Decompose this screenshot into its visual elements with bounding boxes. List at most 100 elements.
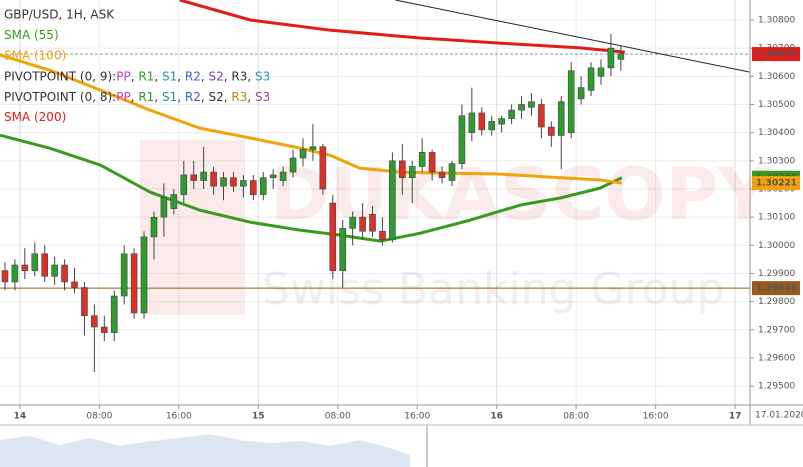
legend-entry: SMA (55) [4, 28, 59, 42]
pivot-item: PP [116, 90, 130, 104]
candle-body [140, 236, 148, 314]
y-tick-label: 1.29500 [758, 382, 795, 392]
pivot-item: PP [116, 69, 130, 83]
pivot-item: R1 [138, 69, 154, 83]
y-tick-label: 1.29900 [758, 269, 795, 279]
candle-body [120, 253, 128, 297]
candle-body [448, 163, 456, 181]
candle-body [110, 295, 118, 333]
pivot-item: R2 [185, 90, 201, 104]
price-label: 1.30679 [756, 50, 797, 60]
candle-body [359, 216, 366, 232]
candle-body [498, 118, 505, 125]
watermark-logo [140, 140, 245, 315]
pivot-separator: , [131, 90, 139, 104]
navigator [0, 425, 428, 467]
candle-body [349, 216, 356, 229]
candle-body [259, 177, 267, 195]
candle-body [548, 126, 555, 136]
legend-entry: SMA (100) [4, 49, 66, 63]
candle-body [11, 264, 19, 283]
candle-body [269, 174, 277, 179]
candle-body [528, 101, 535, 108]
x-tick-label: 08:00 [325, 412, 351, 422]
candle-body [101, 326, 108, 333]
candle-body [418, 152, 426, 167]
candle-body [508, 109, 515, 119]
y-tick-label: 1.29800 [758, 297, 795, 307]
candle-body [289, 157, 297, 173]
y-tick-label: 1.30600 [758, 72, 795, 82]
x-tick-label: 14 [14, 412, 27, 422]
y-tick-label: 1.30500 [758, 100, 795, 110]
watermark: DUKASCOPY Swiss Banking Group [140, 140, 771, 315]
y-tick-label: 1.30300 [758, 156, 795, 166]
pivot-title: PIVOTPOINT (0, 9): [4, 69, 116, 83]
candle-body [428, 152, 436, 173]
candle-body [230, 177, 237, 187]
candle-body [339, 228, 347, 271]
candle-body [458, 115, 466, 164]
date-label: 17.01.2020 [755, 411, 803, 421]
candle-body [1, 270, 9, 283]
candle-body [607, 47, 615, 69]
legend-entry: SMA (200) [4, 110, 66, 124]
candle-body [557, 101, 565, 136]
candle-body [41, 253, 49, 277]
pivot-item: R1 [138, 90, 154, 104]
candle-body [170, 194, 178, 209]
candle-body [518, 104, 525, 111]
candle-body [250, 180, 257, 195]
candle-body [190, 174, 198, 181]
candle-body [279, 171, 287, 181]
legend-pivot: PIVOTPOINT (0, 9):PP, R1, S1, R2, S2, R3… [4, 69, 270, 83]
pivot-item: S2 [208, 69, 223, 83]
candle-body [399, 160, 406, 179]
candle-body [200, 171, 207, 181]
sma-line [179, 0, 625, 54]
candle-body [51, 264, 58, 277]
pivot-item: S3 [255, 69, 270, 83]
candle-body [71, 281, 78, 288]
grid [0, 0, 750, 405]
navigator-area [0, 434, 410, 467]
candle-body [210, 171, 217, 187]
y-tick-label: 1.30100 [758, 213, 795, 223]
y-tick-label: 1.30800 [758, 15, 795, 25]
pivot-item: S3 [255, 90, 270, 104]
price-label: 1.30221 [756, 179, 797, 189]
pivot-separator: , [131, 69, 139, 83]
watermark-brand: DUKASCOPY [270, 153, 771, 237]
candle-body [478, 112, 486, 131]
candle-body [587, 67, 595, 91]
pivot-separator: , [154, 90, 162, 104]
candle-body [468, 112, 476, 133]
candle-body [220, 177, 227, 187]
pivot-item: S1 [162, 69, 177, 83]
watermark-tagline: Swiss Banking Group [262, 264, 724, 315]
x-tick-label: 16:00 [643, 412, 669, 422]
plot-area [0, 0, 750, 373]
candle-body [488, 121, 496, 131]
pivot-separator: , [224, 90, 232, 104]
x-tick-label: 17 [729, 412, 742, 422]
pivot-item: S2 [208, 90, 223, 104]
price-label: 1.29848 [756, 284, 797, 294]
candle-body [408, 166, 416, 179]
candle-body [538, 104, 545, 128]
x-tick-label: 08:00 [563, 412, 589, 422]
price-label-box [752, 176, 800, 191]
candle-body [309, 146, 317, 150]
price-label-box [752, 281, 800, 296]
pivot-item: S1 [162, 90, 177, 104]
pivot-item: R3 [231, 69, 247, 83]
candle-body [160, 197, 168, 218]
price-label-box [752, 47, 800, 62]
trendline [395, 0, 750, 73]
pivot-title: PIVOTPOINT (0, 8): [4, 90, 116, 104]
candle-body [329, 202, 337, 271]
candle-body [61, 264, 68, 283]
x-tick-label: 16 [490, 412, 503, 422]
